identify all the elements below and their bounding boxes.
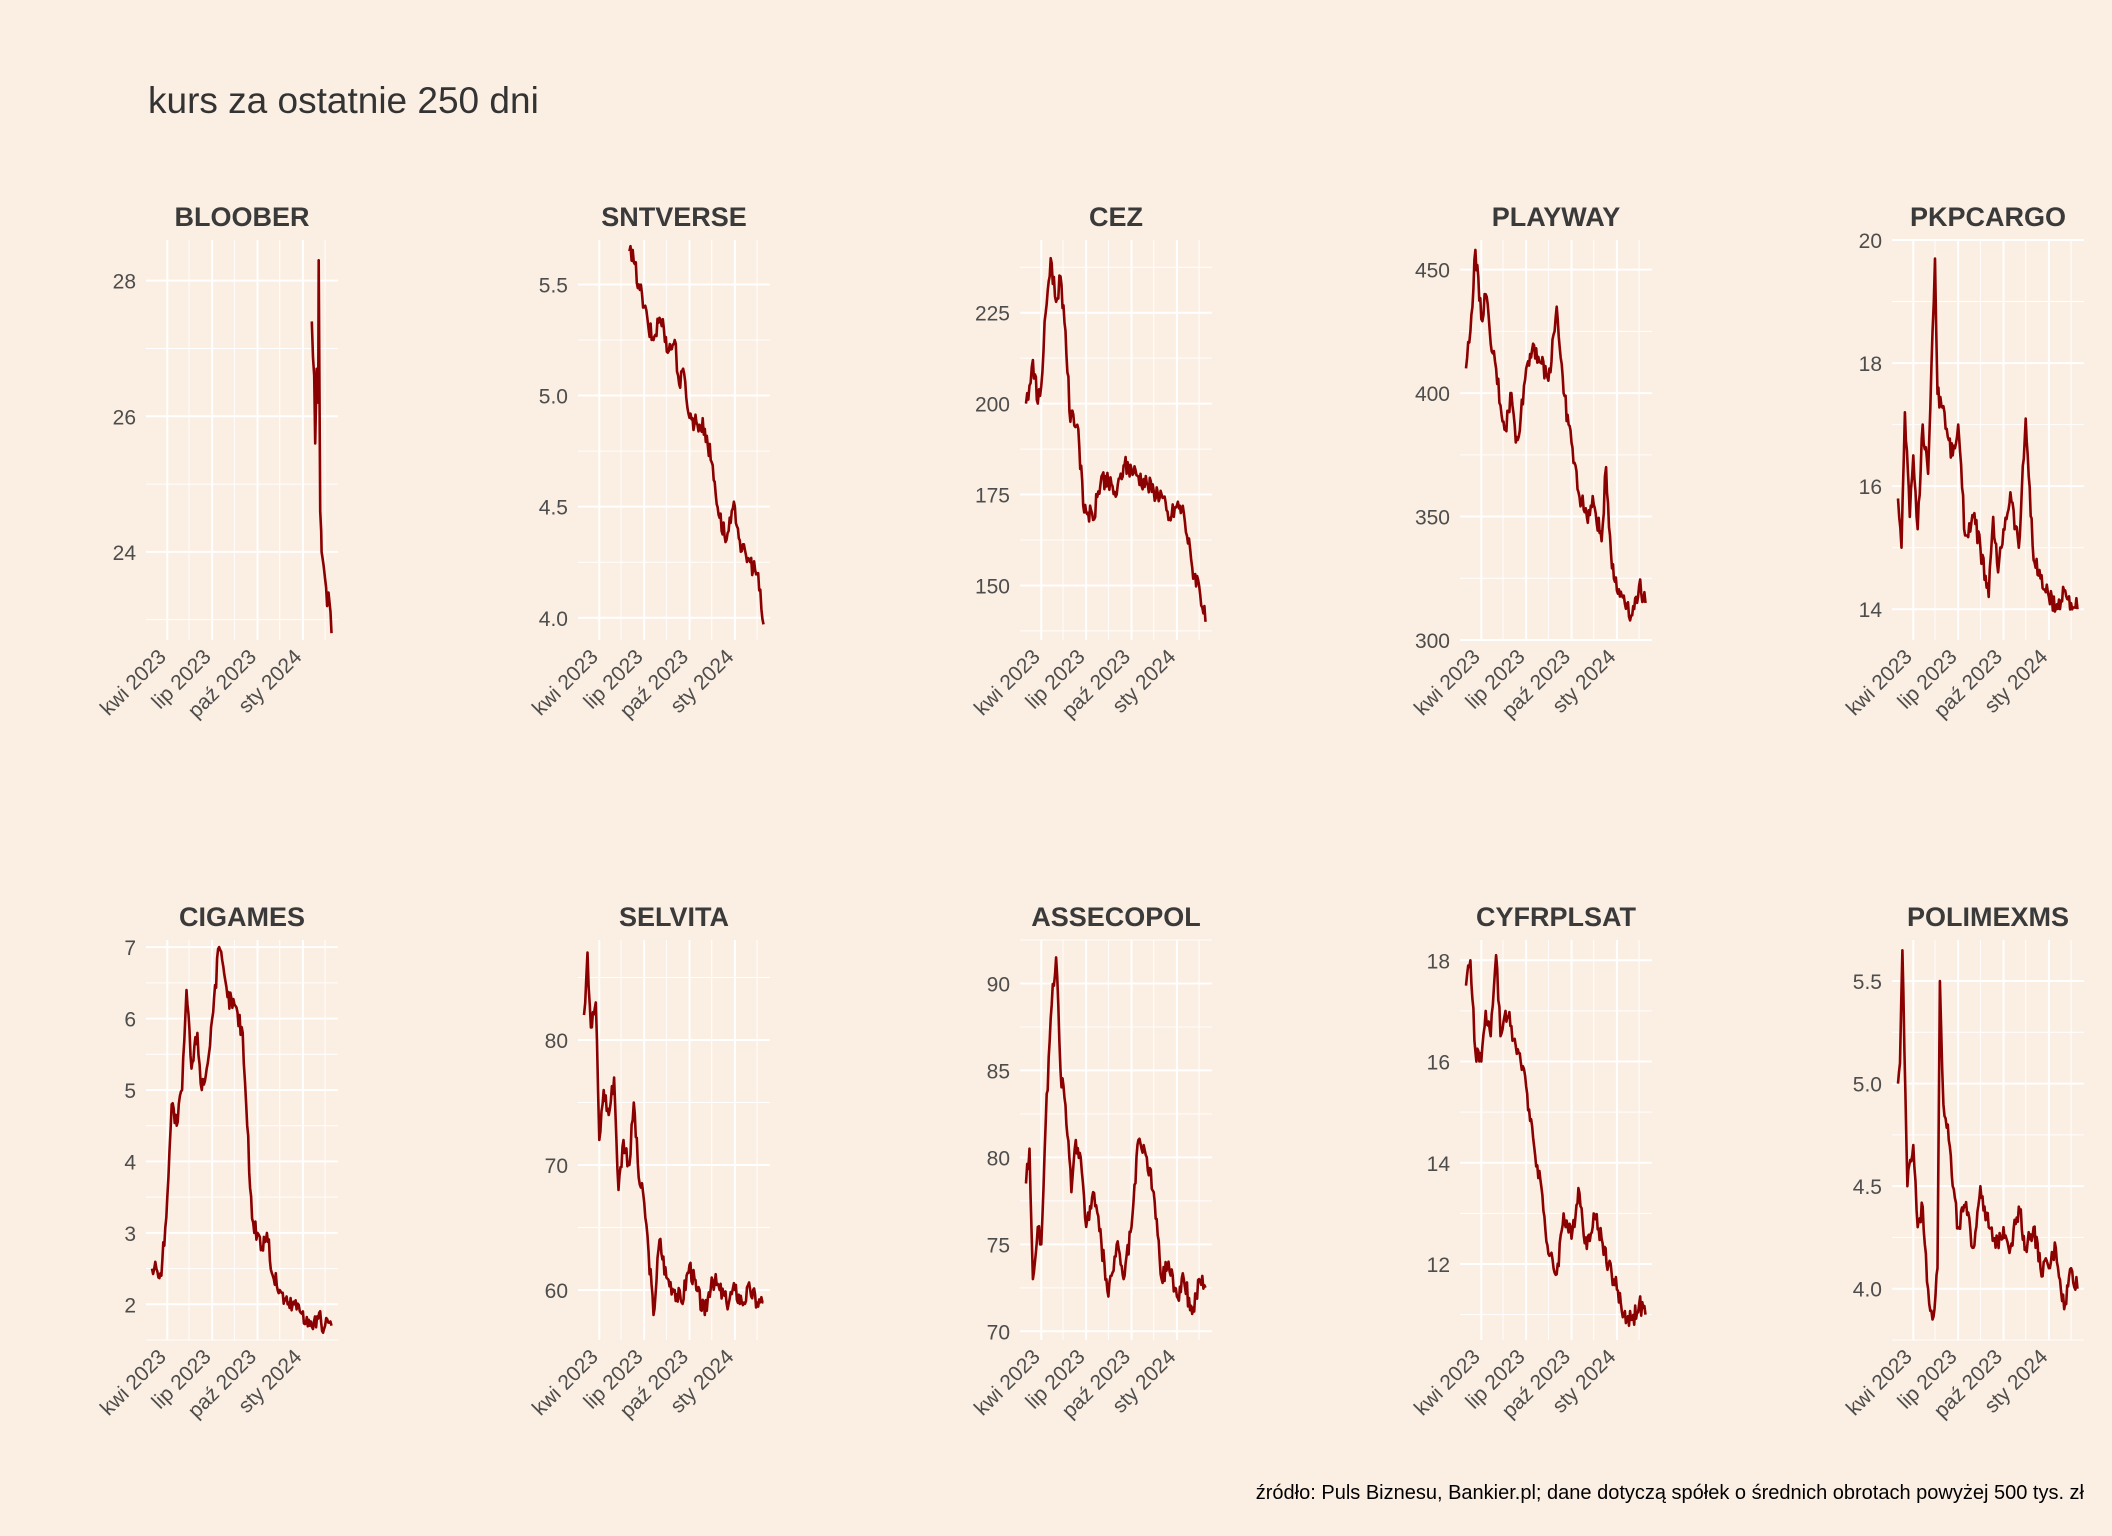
panel-title: SNTVERSE xyxy=(601,202,747,232)
y-tick-label: 5 xyxy=(124,1080,136,1103)
y-tick-label: 4.0 xyxy=(539,608,568,631)
y-tick-label: 24 xyxy=(113,542,137,565)
price-line xyxy=(1464,953,1647,1327)
y-tick-label: 400 xyxy=(1415,383,1450,406)
y-tick-label: 70 xyxy=(987,1321,1010,1344)
panel-title: CIGAMES xyxy=(179,902,305,932)
y-tick-label: 4 xyxy=(124,1151,136,1174)
y-tick-label: 225 xyxy=(975,303,1010,326)
price-line xyxy=(1024,256,1207,622)
panel-title: PKPCARGO xyxy=(1910,202,2066,232)
panel-title: PLAYWAY xyxy=(1492,202,1621,232)
price-line xyxy=(582,951,764,1317)
y-tick-label: 5.0 xyxy=(1853,1074,1882,1097)
price-line xyxy=(1024,956,1207,1316)
y-tick-label: 3 xyxy=(124,1223,136,1246)
y-tick-label: 300 xyxy=(1415,630,1450,653)
panel-title: CYFRPLSAT xyxy=(1476,902,1637,932)
panel-title: CEZ xyxy=(1089,202,1143,232)
y-tick-label: 20 xyxy=(1859,230,1882,253)
y-tick-label: 16 xyxy=(1427,1052,1450,1075)
source-caption: źródło: Puls Biznesu, Bankier.pl; dane d… xyxy=(1255,1482,2084,1504)
y-tick-label: 70 xyxy=(545,1155,568,1178)
price-line xyxy=(1896,257,2079,613)
price-line xyxy=(628,244,765,625)
y-tick-label: 2 xyxy=(124,1294,136,1317)
panel-title: POLIMEXMS xyxy=(1907,902,2069,932)
y-tick-label: 5.5 xyxy=(539,274,568,297)
page-title: kurs za ostatnie 250 dni xyxy=(148,80,539,121)
y-tick-label: 7 xyxy=(124,937,136,960)
y-tick-label: 200 xyxy=(975,394,1010,417)
y-tick-label: 450 xyxy=(1415,260,1450,283)
y-tick-label: 4.0 xyxy=(1853,1279,1882,1302)
price-line xyxy=(310,258,333,634)
y-tick-label: 26 xyxy=(113,406,136,429)
y-tick-label: 5.0 xyxy=(539,386,568,409)
y-tick-label: 16 xyxy=(1859,476,1882,499)
y-tick-label: 18 xyxy=(1427,950,1450,973)
price-line xyxy=(150,945,333,1334)
y-tick-label: 85 xyxy=(987,1060,1010,1083)
y-tick-label: 14 xyxy=(1859,599,1883,622)
y-tick-label: 6 xyxy=(124,1009,136,1032)
y-tick-label: 80 xyxy=(987,1147,1010,1170)
y-tick-label: 350 xyxy=(1415,507,1450,530)
y-tick-label: 80 xyxy=(545,1030,568,1053)
y-tick-label: 18 xyxy=(1859,353,1882,376)
y-tick-label: 150 xyxy=(975,575,1010,598)
y-tick-label: 90 xyxy=(987,973,1010,996)
y-tick-label: 28 xyxy=(113,271,136,294)
y-tick-label: 75 xyxy=(987,1234,1010,1257)
price-line xyxy=(1896,948,2079,1321)
y-tick-label: 60 xyxy=(545,1280,568,1303)
y-tick-label: 4.5 xyxy=(1853,1176,1882,1199)
panel-title: ASSECOPOL xyxy=(1031,902,1201,932)
y-tick-label: 5.5 xyxy=(1853,971,1882,994)
panel-title: BLOOBER xyxy=(175,202,310,232)
y-tick-label: 14 xyxy=(1427,1153,1451,1176)
price-line xyxy=(1464,248,1647,622)
y-tick-label: 175 xyxy=(975,485,1010,508)
y-tick-label: 12 xyxy=(1427,1254,1450,1277)
y-tick-label: 4.5 xyxy=(539,497,568,520)
panel-title: SELVITA xyxy=(619,902,729,932)
